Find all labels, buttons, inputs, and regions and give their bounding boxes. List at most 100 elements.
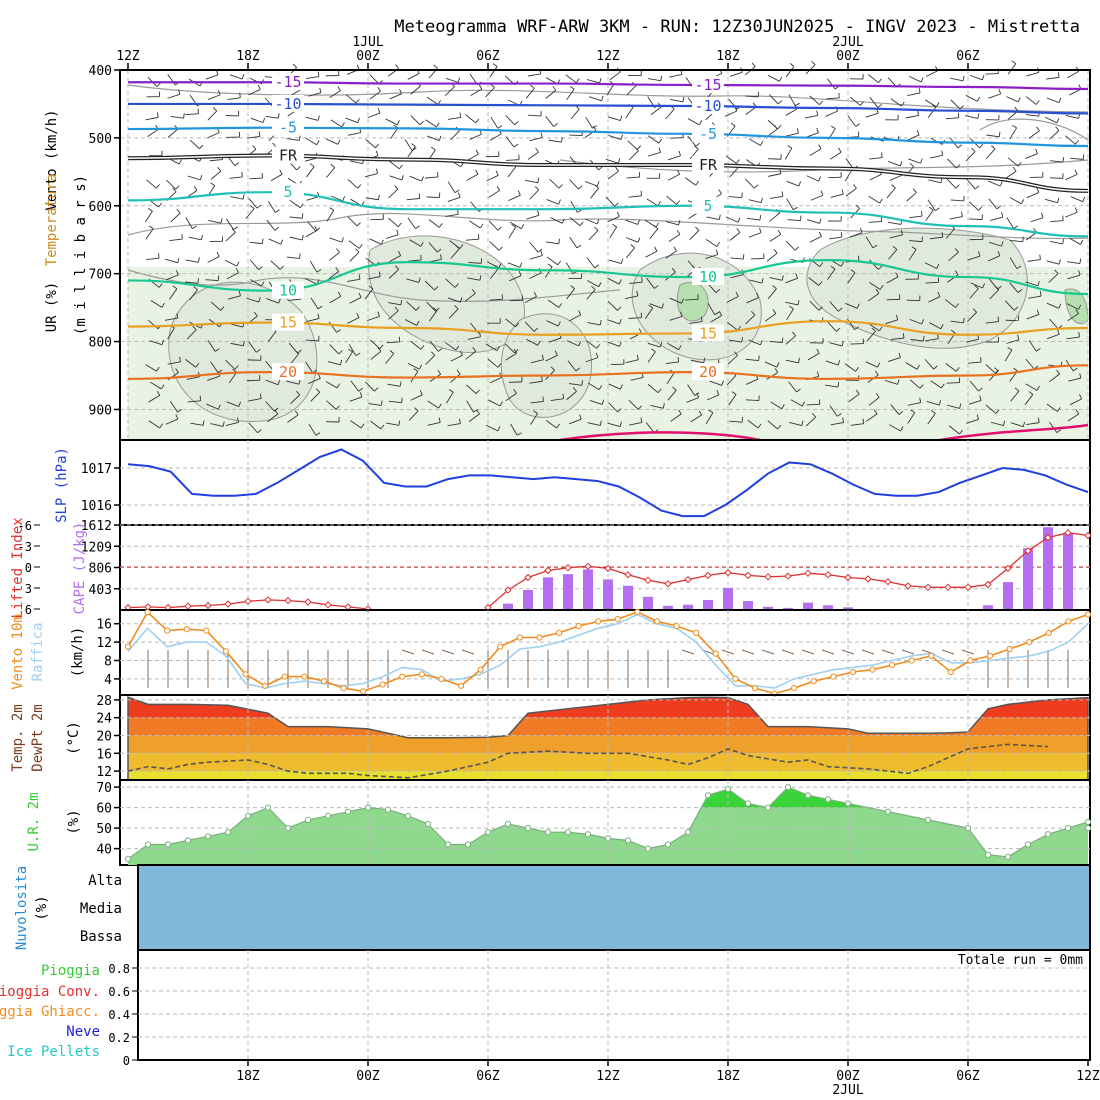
- wind-barb: [969, 380, 979, 392]
- wind-barb-feather: [396, 229, 399, 235]
- wind-barb: [567, 360, 577, 372]
- wind-barb-feather: [234, 365, 239, 370]
- wind-barb: [844, 169, 853, 182]
- wind-barb-feather: [533, 410, 538, 414]
- wind-barb: [745, 106, 757, 115]
- wind-barb: [447, 297, 461, 303]
- wind-barb: [148, 394, 160, 403]
- lifted-marker: [224, 600, 232, 608]
- wind-barb-feather: [278, 298, 281, 304]
- wind-barb: [230, 342, 244, 347]
- rh-marker: [744, 800, 752, 807]
- cloud-axis-label: Nuvolosita: [14, 866, 30, 950]
- wind-barb: [725, 155, 737, 164]
- wind-barb: [925, 338, 939, 342]
- wind-barb: [1065, 135, 1076, 145]
- wind-barb-feather: [1012, 124, 1017, 129]
- wind-barb-feather: [855, 123, 860, 127]
- y-tick-label: 20: [96, 730, 112, 745]
- wind-barb-feather: [457, 77, 461, 83]
- wind-barb-feather: [258, 297, 261, 303]
- wind-barb-feather: [375, 150, 379, 156]
- wind-barb: [466, 384, 477, 394]
- wind-barb-feather: [794, 246, 800, 251]
- wind-barb-feather: [716, 390, 720, 396]
- wind-barb: [887, 357, 901, 362]
- wind-barb-feather: [401, 397, 403, 403]
- lifted-marker: [804, 569, 812, 578]
- isotherm-label-bg: [272, 146, 304, 164]
- wind-barb: [329, 90, 341, 99]
- wind-barb-feather: [575, 367, 581, 372]
- wind-barb: [426, 96, 439, 105]
- precip-tick-label: 0: [123, 1054, 130, 1068]
- wind-barb-feather: [640, 417, 643, 423]
- wind-barb-feather: [299, 253, 301, 259]
- lifted-marker: [864, 575, 872, 583]
- wind-barb: [1025, 281, 1038, 287]
- wind-barb: [186, 376, 200, 380]
- wind-barb: [845, 188, 857, 197]
- wind-barb: [310, 391, 321, 402]
- wind-barb: [689, 230, 700, 240]
- wind10m-axis-label: Vento 10m: [10, 614, 26, 690]
- wind-barb: [689, 321, 703, 324]
- wind-barb-feather: [172, 285, 178, 290]
- wind-barb-feather: [459, 112, 462, 118]
- wind-barb-feather: [358, 244, 363, 249]
- wind-barb-feather: [193, 185, 198, 191]
- rh-marker: [664, 841, 672, 848]
- wind-barb: [609, 226, 618, 239]
- wind-barb-feather: [938, 400, 942, 406]
- wind-barb: [465, 350, 477, 360]
- wind-barb: [828, 176, 842, 179]
- rh-marker: [224, 829, 232, 836]
- wind-barb-feather: [700, 316, 703, 322]
- wind-barb-feather: [161, 339, 164, 345]
- wind-marker: [242, 671, 249, 678]
- wind-barb-feather: [933, 365, 938, 370]
- precip-tick-label: 0.4: [108, 1008, 130, 1022]
- wind-barb: [966, 418, 979, 424]
- wind-barb-feather: [781, 191, 784, 197]
- wind-barb-feather: [673, 246, 677, 252]
- top-tick-label: 18Z: [716, 49, 740, 64]
- wind-barb-feather: [995, 369, 1000, 374]
- wind-barb: [767, 420, 778, 430]
- wind-barb-feather: [236, 417, 239, 423]
- wind-barb: [968, 399, 982, 405]
- wind-barb: [645, 250, 658, 258]
- wind-barb: [305, 361, 314, 373]
- wind-barb: [686, 397, 699, 403]
- wind-barb-feather: [355, 248, 360, 253]
- wind-barb: [767, 288, 777, 300]
- wind-barb: [586, 257, 596, 269]
- wind-barb: [545, 241, 559, 245]
- wind-marker: [693, 629, 700, 637]
- wind-barb-feather: [715, 249, 719, 255]
- wind-barb: [385, 234, 399, 239]
- wind-barb-feather: [1017, 289, 1023, 293]
- wind-barb-feather: [941, 232, 944, 238]
- wind-barb: [404, 319, 417, 326]
- wind-barb-feather: [1080, 239, 1084, 245]
- wind-barb: [329, 344, 340, 355]
- wind-barb: [185, 358, 197, 368]
- wind-barb-feather: [653, 225, 659, 230]
- wind-marker: [673, 622, 680, 630]
- wind-barb-feather: [599, 77, 602, 84]
- top-tick-label: 06Z: [476, 49, 500, 64]
- wind-barb-feather: [243, 340, 245, 346]
- wind-barb-feather: [217, 404, 221, 410]
- wind-barb: [406, 301, 417, 311]
- wind-barb: [605, 196, 616, 207]
- wind-barb-feather: [855, 204, 860, 209]
- wind-barb-feather: [698, 410, 703, 416]
- wind-barb: [1049, 240, 1063, 245]
- cape-bar: [683, 604, 693, 610]
- wind-barb: [369, 74, 380, 85]
- wind-barb: [369, 238, 382, 245]
- wind-barb-feather: [395, 64, 399, 69]
- wind-barb-feather: [554, 350, 558, 356]
- wind-barb-feather: [787, 145, 793, 149]
